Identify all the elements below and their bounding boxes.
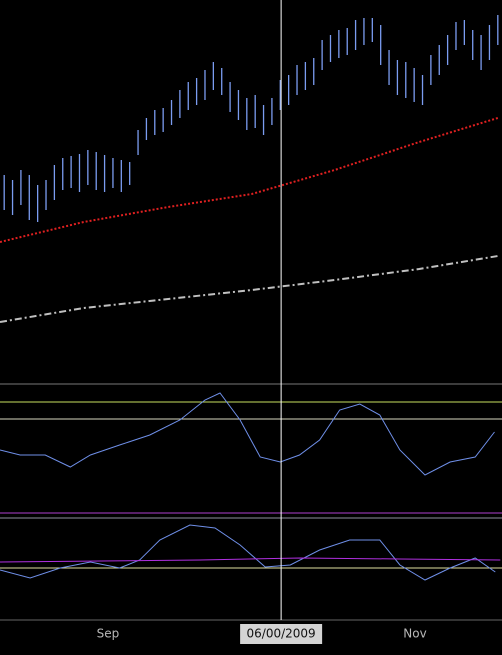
- x-tick-label: Nov: [403, 627, 426, 641]
- crosshair-label: 06/00/2009: [247, 627, 316, 641]
- x-tick-label: Sep: [97, 627, 120, 641]
- moving-average: [0, 117, 499, 243]
- oscillator-line: [0, 392, 495, 476]
- moving-average: [0, 255, 498, 323]
- oscillator-line: [0, 524, 496, 581]
- oscillator-line: [0, 557, 501, 563]
- crosshair-label-box: [240, 624, 323, 644]
